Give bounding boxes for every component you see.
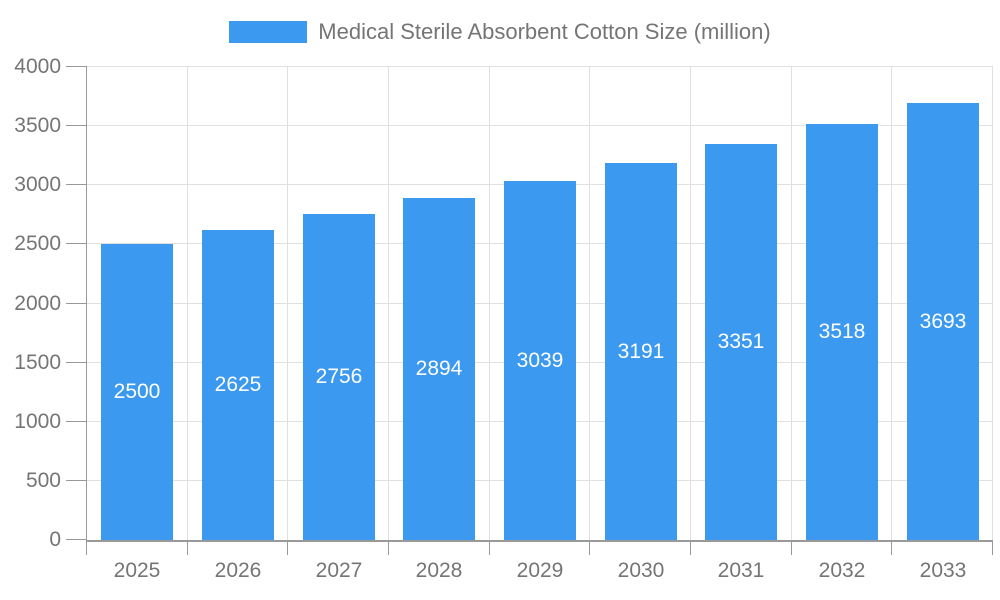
v-gridline <box>791 67 792 540</box>
x-axis-label: 2032 <box>818 559 866 582</box>
bar[interactable]: 3351 <box>705 144 777 540</box>
bar[interactable]: 2625 <box>202 230 274 540</box>
x-axis-label: 2026 <box>214 559 262 582</box>
y-axis-tick <box>66 539 87 540</box>
bar[interactable]: 2756 <box>303 214 375 540</box>
bar-value-label: 2756 <box>315 365 363 388</box>
y-axis-tick <box>66 184 87 185</box>
y-axis-tick <box>66 125 87 126</box>
bar-value-label: 3351 <box>717 330 765 353</box>
y-axis-tick <box>66 303 87 304</box>
v-gridline <box>690 67 691 540</box>
v-gridline <box>891 67 892 540</box>
y-axis-label: 3500 <box>14 114 61 137</box>
y-axis-tick <box>66 243 87 244</box>
bar-value-label: 2500 <box>113 380 161 403</box>
x-axis-tick <box>992 540 993 555</box>
bar[interactable]: 2894 <box>403 198 475 540</box>
bar-value-label: 3693 <box>919 309 967 333</box>
v-gridline <box>187 67 188 540</box>
y-axis-label: 0 <box>49 528 61 551</box>
x-axis-tick <box>287 540 288 555</box>
x-axis-label: 2025 <box>113 559 161 582</box>
y-axis-label: 1500 <box>14 351 61 374</box>
x-axis-label: 2030 <box>617 559 665 582</box>
y-axis-label: 2500 <box>14 232 61 255</box>
x-axis-tick <box>489 540 490 555</box>
x-axis-tick <box>891 540 892 555</box>
bar[interactable]: 3518 <box>806 124 878 540</box>
legend-label: Medical Sterile Absorbent Cotton Size (m… <box>318 19 771 44</box>
v-gridline <box>287 67 288 540</box>
y-axis-label: 2000 <box>14 292 61 315</box>
y-axis-tick <box>66 480 87 481</box>
y-axis-tick <box>66 66 87 67</box>
bar-value-label: 2625 <box>214 373 262 396</box>
v-gridline <box>489 67 490 540</box>
bar[interactable]: 2500 <box>101 244 173 540</box>
h-gridline <box>87 66 993 67</box>
y-axis-tick <box>66 362 87 363</box>
x-axis-label: 2027 <box>315 559 363 582</box>
plot-area: 0 500 1000 1500 2000 2500 3000 3500 4000 2500 2025… <box>14 56 993 582</box>
bar-value-label: 2894 <box>415 357 463 380</box>
bar-value-label: 3518 <box>818 320 866 343</box>
y-axis-label: 4000 <box>14 55 61 78</box>
x-axis-tick <box>589 540 590 555</box>
x-axis-tick <box>791 540 792 555</box>
x-axis-tick <box>690 540 691 555</box>
x-axis-label: 2029 <box>516 559 564 582</box>
x-axis-tick <box>388 540 389 555</box>
y-axis-label: 3000 <box>14 173 61 196</box>
v-gridline <box>589 67 590 540</box>
bar[interactable]: 3693 <box>907 103 979 540</box>
v-gridline <box>992 67 993 540</box>
y-axis-label: 1000 <box>14 410 61 433</box>
bar[interactable]: 3039 <box>504 181 576 540</box>
y-axis-tick <box>66 421 87 422</box>
x-axis-label: 2033 <box>919 559 967 582</box>
legend-swatch <box>229 21 308 43</box>
x-axis-label: 2031 <box>717 559 765 582</box>
x-axis-tick <box>187 540 188 555</box>
h-gridline <box>87 125 993 126</box>
bar-value-label: 3039 <box>516 348 564 372</box>
x-axis-label: 2028 <box>415 559 463 582</box>
y-axis-label: 500 <box>25 469 61 492</box>
bar[interactable]: 3191 <box>605 163 677 540</box>
bar-value-label: 3191 <box>617 339 665 363</box>
x-axis-tick <box>86 540 87 555</box>
legend-item[interactable]: Medical Sterile Absorbent Cotton Size (m… <box>0 20 1000 44</box>
v-gridline <box>388 67 389 540</box>
